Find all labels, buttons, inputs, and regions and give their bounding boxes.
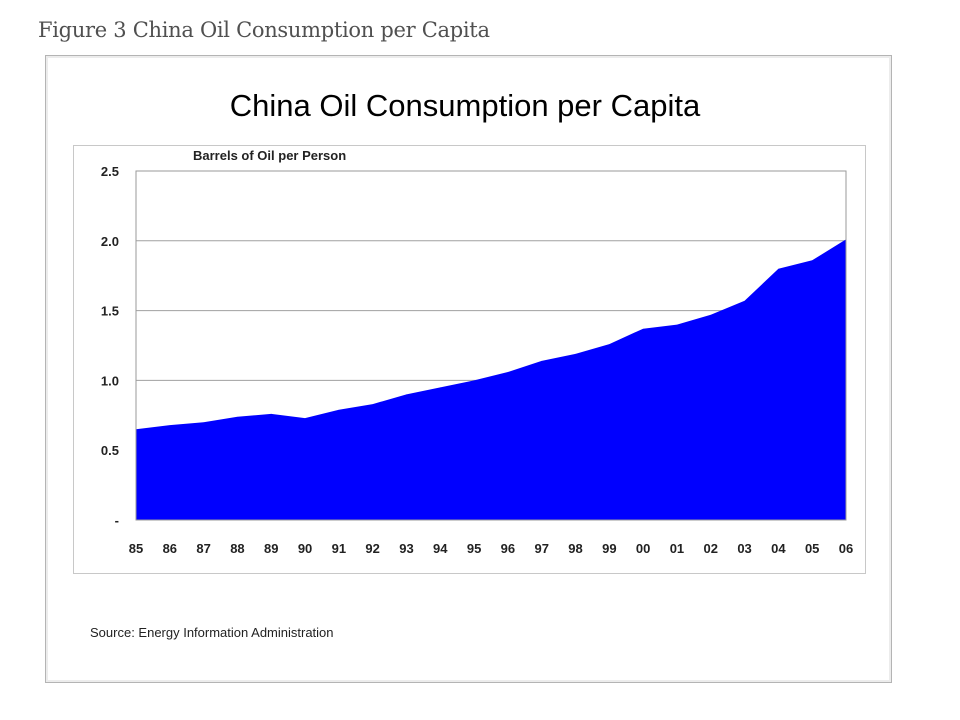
x-tick-label: 02 bbox=[704, 541, 718, 556]
x-tick-label: 94 bbox=[433, 541, 448, 556]
x-tick-label: 04 bbox=[771, 541, 786, 556]
y-axis-label: Barrels of Oil per Person bbox=[193, 148, 347, 163]
x-tick-label: 95 bbox=[467, 541, 481, 556]
y-tick-labels: - 0.5 1.0 1.5 2.0 2.5 bbox=[101, 164, 119, 528]
x-tick-label: 88 bbox=[230, 541, 244, 556]
x-tick-label: 89 bbox=[264, 541, 278, 556]
x-tick-label: 87 bbox=[196, 541, 210, 556]
y-tick-label: 2.5 bbox=[101, 164, 119, 179]
area-series bbox=[135, 239, 847, 520]
x-tick-label: 96 bbox=[501, 541, 515, 556]
x-tick-label: 98 bbox=[568, 541, 582, 556]
x-tick-label: 06 bbox=[839, 541, 853, 556]
plot-border bbox=[135, 170, 847, 521]
x-tick-label: 90 bbox=[298, 541, 312, 556]
x-tick-label: 93 bbox=[399, 541, 413, 556]
plot-axes bbox=[135, 170, 847, 521]
y-tick-label: - bbox=[115, 513, 119, 528]
x-tick-label: 85 bbox=[129, 541, 143, 556]
y-tick-label: 1.0 bbox=[101, 373, 119, 388]
area-fill bbox=[136, 239, 846, 520]
y-tick-label: 0.5 bbox=[101, 443, 119, 458]
chart-title: China Oil Consumption per Capita bbox=[229, 88, 701, 123]
x-tick-label: 99 bbox=[602, 541, 616, 556]
x-tick-label: 01 bbox=[670, 541, 684, 556]
x-tick-label: 00 bbox=[636, 541, 650, 556]
x-tick-label: 92 bbox=[365, 541, 379, 556]
x-tick-label: 05 bbox=[805, 541, 819, 556]
x-tick-label: 03 bbox=[737, 541, 751, 556]
plot-frame bbox=[73, 145, 866, 574]
y-tick-label: 2.0 bbox=[101, 234, 119, 249]
x-tick-label: 97 bbox=[534, 541, 548, 556]
x-tick-label: 86 bbox=[163, 541, 177, 556]
source-note: Source: Energy Information Administratio… bbox=[90, 625, 334, 640]
x-tick-label: 91 bbox=[332, 541, 346, 556]
x-tick-labels: 85 86 87 88 89 90 91 92 93 94 95 96 97 98 99 00 01 02 03 04… bbox=[129, 541, 853, 556]
figure-caption: Figure 3 China Oil Consumption per Capit… bbox=[38, 18, 490, 42]
y-tick-label: 1.5 bbox=[101, 304, 119, 319]
